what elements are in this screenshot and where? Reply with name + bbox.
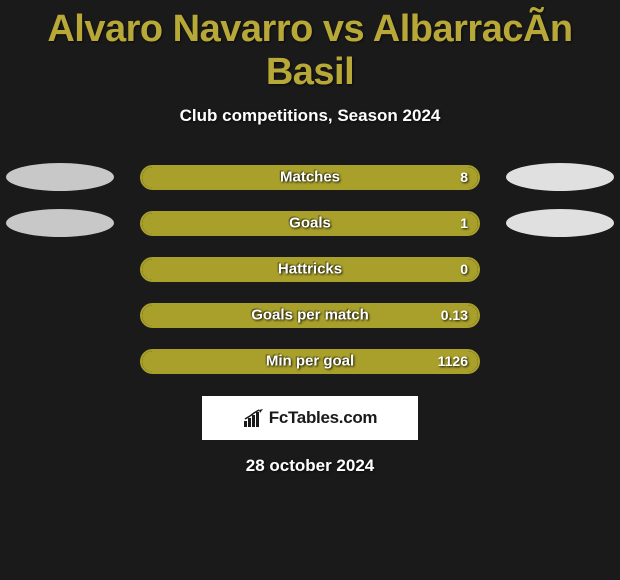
player-left-oval (6, 163, 114, 191)
player-right-oval (506, 209, 614, 237)
stat-row: Goals 1 (0, 200, 620, 246)
stat-row: Matches 8 (0, 154, 620, 200)
stat-value: 8 (460, 169, 468, 185)
stat-label: Min per goal (266, 353, 354, 370)
stat-value: 0 (460, 261, 468, 277)
stat-value: 1 (460, 215, 468, 231)
stat-bar: Matches 8 (140, 165, 480, 190)
page-title: Alvaro Navarro vs AlbarracÃ­n Basil (0, 8, 620, 94)
brand-chart-icon (243, 409, 265, 427)
stat-bar: Hattricks 0 (140, 257, 480, 282)
date-text: 28 october 2024 (0, 456, 620, 476)
stat-label: Matches (280, 169, 340, 186)
stat-bar: Goals per match 0.13 (140, 303, 480, 328)
stat-label: Goals per match (251, 307, 369, 324)
brand-text: FcTables.com (269, 408, 378, 428)
brand-badge[interactable]: FcTables.com (202, 396, 418, 440)
stat-bar: Min per goal 1126 (140, 349, 480, 374)
stat-value: 0.13 (441, 307, 468, 323)
stat-row: Min per goal 1126 (0, 338, 620, 384)
stat-row: Goals per match 0.13 (0, 292, 620, 338)
stat-label: Hattricks (278, 261, 342, 278)
player-right-oval (506, 163, 614, 191)
stat-row: Hattricks 0 (0, 246, 620, 292)
comparison-card: Alvaro Navarro vs AlbarracÃ­n Basil Club… (0, 0, 620, 476)
stat-value: 1126 (438, 353, 468, 369)
stat-rows: Matches 8 Goals 1 Hattricks 0 Goals per match 0… (0, 154, 620, 384)
stat-label: Goals (289, 215, 331, 232)
player-left-oval (6, 209, 114, 237)
stat-bar: Goals 1 (140, 211, 480, 236)
subtitle: Club competitions, Season 2024 (0, 106, 620, 126)
